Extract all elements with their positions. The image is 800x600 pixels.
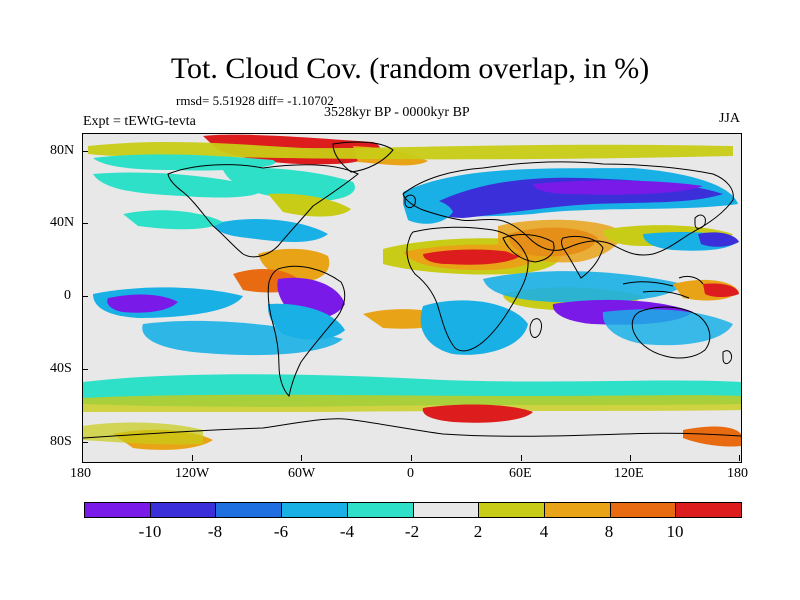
colorbar-box-6: [413, 503, 480, 517]
coastline-indonesia: [622, 275, 704, 299]
y-label-40n: 40N: [50, 215, 75, 230]
x-tick-60e: [521, 455, 522, 461]
region-npac-cyan: [93, 172, 262, 198]
colorbar-label-7: 4: [539, 522, 549, 541]
region-southern-yellow: [83, 394, 741, 412]
colorbar-box-10: [676, 503, 742, 517]
coastline-japan: [694, 214, 706, 229]
x-tick-0: [411, 455, 412, 461]
x-label-180e: 180: [727, 466, 748, 481]
stats-text: rmsd= 5.51928 diff= -1.10702: [176, 93, 334, 108]
colorbar-box-3: [216, 503, 283, 517]
region-eqpac-violet: [107, 294, 178, 313]
region-wpac-blue: [698, 232, 739, 247]
x-tick-120w: [192, 455, 193, 461]
coastline-south-america: [267, 265, 346, 398]
region-namerica-yellow: [268, 193, 351, 217]
x-label-60w: 60W: [288, 466, 316, 481]
colorbar: [84, 502, 742, 518]
x-label-120w: 120W: [175, 466, 210, 481]
y-tick-40s: [82, 369, 88, 370]
y-label-0: 0: [64, 288, 71, 303]
coastline-new-zealand: [722, 350, 732, 365]
region-southatl-cyan: [142, 320, 343, 356]
colorbar-box-8: [544, 503, 611, 517]
colorbar-box-9: [610, 503, 677, 517]
coastline-madagascar: [529, 318, 542, 338]
coastline-arabia: [502, 234, 555, 263]
colorbar-label-2: -8: [207, 522, 223, 541]
colorbar-box-4: [282, 503, 348, 517]
colorbar-label-6: 2: [473, 522, 483, 541]
map-svg: [83, 134, 741, 462]
colorbar-label-8: 8: [604, 522, 614, 541]
x-tick-180w: [82, 455, 83, 461]
colorbar-label-3: -6: [273, 522, 289, 541]
period-text: 3528kyr BP - 0000kyr BP: [324, 105, 470, 120]
region-eurasia-violet: [533, 180, 703, 195]
colorbar-box-7: [479, 503, 545, 517]
coastline-africa: [406, 226, 529, 352]
x-label-60e: 60E: [509, 466, 532, 481]
x-label-180w: 180: [70, 466, 91, 481]
region-namerica-cyan: [223, 167, 355, 202]
coastline-north-america: [167, 164, 359, 258]
coastline-eurasia: [402, 161, 734, 256]
x-tick-120e: [630, 455, 631, 461]
x-label-120e: 120E: [614, 466, 644, 481]
y-tick-80n: [82, 151, 88, 152]
region-indian-cyan: [483, 271, 683, 303]
coastline-greenland: [332, 141, 394, 173]
y-label-80n: 80N: [50, 143, 75, 158]
colorbar-label-1: -10: [138, 522, 162, 541]
region-safrica-cyan: [420, 300, 528, 355]
x-tick-180e: [739, 455, 740, 461]
coastline-india: [561, 235, 604, 279]
region-antarctic-yellow: [83, 422, 203, 445]
region-arctic-cyan: [93, 154, 276, 171]
y-tick-0: [82, 296, 88, 297]
y-label-40s: 40S: [50, 361, 72, 376]
experiment-label: Expt = tEWtG-tevta: [83, 114, 196, 129]
region-antarctic-red: [422, 404, 533, 423]
season-label: JJA: [718, 111, 740, 126]
y-tick-40n: [82, 223, 88, 224]
cloud-anomaly-field: [83, 134, 741, 450]
coastline-uk: [404, 194, 416, 209]
region-npac-light: [123, 210, 223, 230]
colorbar-box-1: [85, 503, 151, 517]
region-npac-blue: [213, 219, 328, 242]
chart-title: Tot. Cloud Cov. (random overlap, in %): [170, 52, 650, 85]
region-sahel-red: [423, 249, 523, 265]
coastline-antarctica: [83, 418, 741, 439]
y-label-80s: 80S: [50, 434, 72, 449]
region-eqpac-east-red: [703, 283, 739, 297]
colorbar-box-2: [150, 503, 217, 517]
x-tick-60w: [301, 455, 302, 461]
y-tick-80s: [82, 442, 88, 443]
colorbar-box-5: [347, 503, 414, 517]
coastline-australia: [631, 306, 711, 359]
region-arabia-orange: [498, 219, 623, 263]
colorbar-label-5: -2: [404, 522, 420, 541]
map-frame: [82, 133, 742, 463]
colorbar-label-4: -4: [339, 522, 355, 541]
region-arctic-yellow: [88, 142, 733, 160]
colorbar-label-9: 10: [666, 522, 684, 541]
region-antarctic-orange-east: [683, 426, 741, 447]
x-label-0: 0: [407, 466, 414, 481]
coastlines: [83, 141, 741, 439]
